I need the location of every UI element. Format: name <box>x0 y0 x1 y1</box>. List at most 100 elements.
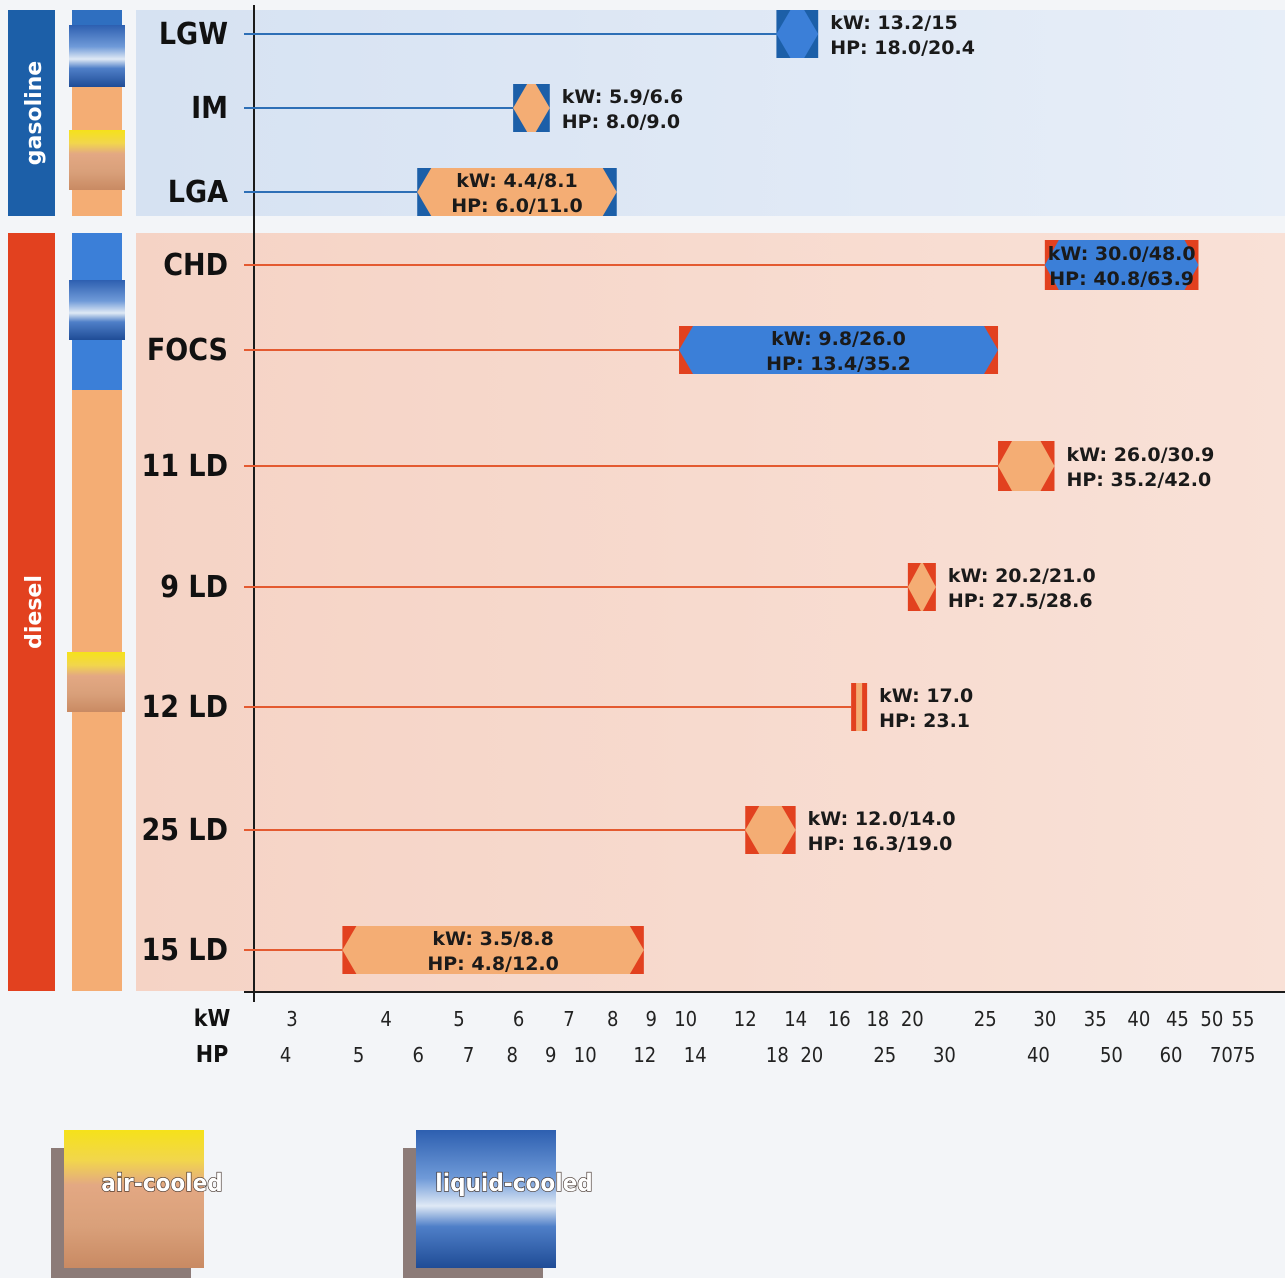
hp-range-label: HP: 4.8/12.0 <box>427 953 559 975</box>
kw-tick-label: 18 <box>866 1007 889 1031</box>
kw-tick-label: 12 <box>734 1007 757 1031</box>
engine-row-25-ld: 25 LD kW: 12.0/14.0 HP: 16.3/19.0 <box>141 806 956 855</box>
kw-tick-label: 4 <box>380 1007 391 1031</box>
kw-tick-label: 45 <box>1166 1007 1189 1031</box>
engine-row-12-ld: 12 LD kW: 17.0 HP: 23.1 <box>141 683 973 732</box>
hp-tick-label: 12 <box>633 1043 656 1067</box>
group-bar-gasoline <box>8 10 55 216</box>
kw-range-label: kW: 5.9/6.6 <box>562 86 683 108</box>
kw-tick-label: 55 <box>1232 1007 1255 1031</box>
range-bar-body <box>907 563 936 611</box>
hp-range-label: HP: 27.5/28.6 <box>948 590 1093 612</box>
kw-range-label: kW: 30.0/48.0 <box>1048 243 1196 265</box>
kw-range-label: kW: 9.8/26.0 <box>771 328 906 350</box>
sea-image-1 <box>69 25 125 87</box>
engine-name: 9 LD <box>160 570 228 605</box>
engine-name: LGA <box>168 175 228 210</box>
range-bar-body <box>513 84 550 132</box>
hp-tick-label: 75 <box>1233 1043 1256 1067</box>
hp-range-label: HP: 18.0/20.4 <box>830 37 975 59</box>
kw-range-label: kW: 26.0/30.9 <box>1066 444 1214 466</box>
hp-tick-label: 7 <box>463 1043 474 1067</box>
engine-name: 15 LD <box>141 933 228 968</box>
kw-tick-label: 6 <box>513 1007 524 1031</box>
engine-row-15-ld: 15 LD kW: 3.5/8.8 HP: 4.8/12.0 <box>141 926 644 975</box>
legend-item-liquid: liquid-cooled <box>403 1130 593 1278</box>
legend: air-cooled liquid-cooled <box>51 1130 593 1278</box>
engine-name: IM <box>191 91 228 126</box>
group-label-diesel: diesel <box>22 575 47 649</box>
range-bar-body <box>998 441 1055 491</box>
legend-swatch <box>416 1130 556 1268</box>
group-label-gasoline: gasoline <box>22 61 47 165</box>
kw-range-label: kW: 13.2/15 <box>830 12 957 34</box>
strip-blue-top <box>72 10 122 25</box>
hp-tick-label: 6 <box>412 1043 423 1067</box>
kw-tick-label: 7 <box>563 1007 574 1031</box>
hp-range-label: HP: 40.8/63.9 <box>1049 268 1194 290</box>
kw-axis-label: kW <box>194 1006 231 1032</box>
kw-range-label: kW: 17.0 <box>879 685 973 707</box>
hp-tick-label: 18 <box>766 1043 789 1067</box>
desert-image-2 <box>67 652 125 712</box>
kw-tick-label: 9 <box>645 1007 656 1031</box>
engine-row-lgw: LGW kW: 13.2/15 HP: 18.0/20.4 <box>159 10 975 59</box>
engine-name: FOCS <box>147 333 228 368</box>
range-bar-body <box>342 926 644 974</box>
kw-range-label: kW: 12.0/14.0 <box>808 808 956 830</box>
hp-tick-label: 9 <box>545 1043 556 1067</box>
kw-range-label: kW: 3.5/8.8 <box>432 928 553 950</box>
range-bar-body <box>745 806 796 854</box>
kw-tick-label: 16 <box>828 1007 851 1031</box>
range-bar-core <box>856 683 863 731</box>
legend-swatch <box>64 1130 204 1268</box>
hp-tick-label: 20 <box>800 1043 823 1067</box>
engine-name: 25 LD <box>141 813 228 848</box>
kw-tick-label: 35 <box>1084 1007 1107 1031</box>
engine-row-chd: CHD kW: 30.0/48.0 HP: 40.8/63.9 <box>163 240 1199 290</box>
engine-row-im: IM kW: 5.9/6.6 HP: 8.0/9.0 <box>191 84 683 133</box>
hp-tick-label: 5 <box>353 1043 364 1067</box>
kw-range-label: kW: 20.2/21.0 <box>948 565 1096 587</box>
range-bar-body <box>417 168 617 216</box>
hp-tick-label: 14 <box>684 1043 707 1067</box>
hp-range-label: HP: 35.2/42.0 <box>1066 469 1211 491</box>
hp-tick-label: 4 <box>280 1043 291 1067</box>
hp-tick-label: 10 <box>574 1043 597 1067</box>
hp-tick-label: 8 <box>507 1043 518 1067</box>
kw-tick-label: 30 <box>1033 1007 1056 1031</box>
engine-name: CHD <box>163 248 228 283</box>
hp-tick-label: 60 <box>1160 1043 1183 1067</box>
engine-row-9-ld: 9 LD kW: 20.2/21.0 HP: 27.5/28.6 <box>160 563 1096 612</box>
hp-axis-label: HP <box>196 1042 228 1068</box>
legend-label: liquid-cooled <box>435 1169 592 1197</box>
engine-name: 11 LD <box>141 449 228 484</box>
range-bar-body <box>1044 240 1199 290</box>
engine-name: LGW <box>159 17 228 52</box>
hp-range-label: HP: 16.3/19.0 <box>808 833 953 855</box>
kw-tick-label: 50 <box>1200 1007 1223 1031</box>
kw-tick-label: 14 <box>784 1007 807 1031</box>
hp-tick-label: 50 <box>1100 1043 1123 1067</box>
hp-range-label: HP: 8.0/9.0 <box>562 111 680 133</box>
engine-row-focs: FOCS kW: 9.8/26.0 HP: 13.4/35.2 <box>147 326 999 375</box>
hp-tick-label: 40 <box>1027 1043 1050 1067</box>
engine-row-11-ld: 11 LD kW: 26.0/30.9 HP: 35.2/42.0 <box>141 441 1214 491</box>
gasoline-panel <box>136 10 1285 216</box>
group-bar-diesel <box>8 233 55 991</box>
kw-tick-label: 5 <box>453 1007 464 1031</box>
kw-tick-label: 8 <box>607 1007 618 1031</box>
kw-tick-label: 20 <box>901 1007 924 1031</box>
kw-tick-label: 3 <box>286 1007 297 1031</box>
engine-row-lga: LGA kW: 4.4/8.1 HP: 6.0/11.0 <box>168 168 617 217</box>
hp-range-label: HP: 13.4/35.2 <box>766 353 911 375</box>
kw-tick-label: 40 <box>1127 1007 1150 1031</box>
engine-name: 12 LD <box>141 690 228 725</box>
range-bar-body <box>679 326 999 374</box>
kw-tick-label: 10 <box>674 1007 697 1031</box>
hp-tick-label: 30 <box>933 1043 956 1067</box>
kw-tick-label: 25 <box>974 1007 997 1031</box>
hp-range-label: HP: 6.0/11.0 <box>451 195 583 217</box>
